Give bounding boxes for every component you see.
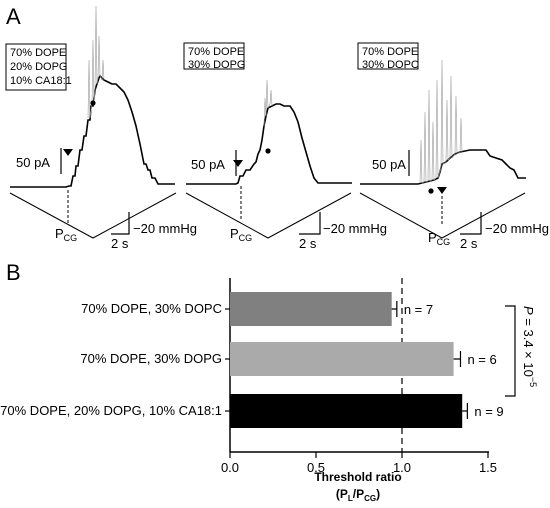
- significance-bracket: P = 3.4 × 10−5: [505, 305, 538, 397]
- n-label: n = 7: [404, 302, 433, 317]
- pressure-scale-label-2: −20 mmHg: [323, 221, 387, 236]
- bar: [230, 394, 463, 428]
- threshold-dot-2: [265, 148, 271, 154]
- current-scale-label-3: 50 pA: [372, 157, 406, 172]
- composition-label: 30% DOPC: [362, 59, 419, 71]
- pcg-label-2: PCG: [230, 226, 252, 243]
- bar: [230, 342, 454, 376]
- x-axis-title: Threshold ratio: [314, 470, 401, 484]
- pcg-label-1: PCG: [55, 226, 77, 243]
- current-trace-1: [10, 74, 175, 188]
- threshold-dot-1: [90, 100, 96, 106]
- panel-b-label: B: [6, 260, 21, 285]
- composition-label: 10% CA18:1: [10, 75, 72, 87]
- x-tick-label: 0.5: [307, 460, 325, 475]
- n-label: n = 6: [467, 352, 496, 367]
- error-bar: [391, 301, 398, 317]
- bar-chart: 70% DOPE, 30% DOPC n = 7 70% DOPE, 30% DOP…: [0, 278, 504, 475]
- scale-bars-2: [299, 212, 321, 235]
- current-spikes-2: [263, 79, 273, 127]
- trace-group-1: 70% DOPE 20% DOPG 10% CA18:1 50 pA PCG 2…: [5, 5, 197, 251]
- x-axis-subtitle: (PL/PCG): [336, 487, 380, 503]
- time-scale-label-2: 2 s: [299, 236, 317, 251]
- current-scale-label-2: 50 pA: [191, 157, 225, 172]
- current-trace-2: [186, 103, 352, 185]
- pcg-label-3: PCG: [428, 230, 450, 247]
- composition-label: 70% DOPE: [188, 46, 244, 58]
- threshold-arrowhead-2: [233, 160, 243, 167]
- error-bar: [462, 403, 468, 419]
- x-tick-label: 0.0: [221, 460, 239, 475]
- n-label: n = 9: [474, 404, 503, 419]
- trace-group-3: 70% DOPE 30% DOPC 50 pA PCG 2 s −20 mmHg: [357, 42, 549, 251]
- current-spikes-1: [87, 5, 105, 119]
- current-spikes-3: [419, 59, 463, 184]
- pressure-ramp-1: [9, 192, 177, 239]
- time-scale-label-1: 2 s: [111, 236, 129, 251]
- error-bar: [453, 351, 462, 367]
- time-scale-label-3: 2 s: [460, 236, 478, 251]
- panel-a-label: A: [6, 4, 21, 29]
- x-tick-label: 1.5: [479, 460, 497, 475]
- pressure-scale-label-1: −20 mmHg: [133, 221, 197, 236]
- composition-label: 30% DOPG: [188, 59, 245, 71]
- scale-bars-1: [111, 212, 130, 235]
- category-label: 70% DOPE, 30% DOPG: [80, 351, 222, 366]
- pressure-ramp-2: [185, 192, 352, 239]
- composition-box-3: [357, 42, 419, 70]
- category-label: 70% DOPE, 30% DOPC: [81, 301, 222, 316]
- category-label: 70% DOPE, 20% DOPG, 10% CA18:1: [0, 403, 222, 418]
- trace-group-2: 70% DOPE 30% DOPG 50 pA PCG 2 s −20 mmHg: [183, 42, 387, 251]
- pressure-ramp-3: [359, 192, 526, 239]
- threshold-dot-3: [428, 188, 434, 194]
- composition-label: 70% DOPE: [362, 46, 418, 58]
- composition-box-1: [5, 43, 67, 91]
- pressure-scale-label-3: −20 mmHg: [485, 221, 549, 236]
- threshold-arrowhead-1: [63, 149, 73, 156]
- bar: [230, 292, 392, 326]
- p-value-label: P = 3.4 × 10−5: [521, 306, 538, 387]
- x-tick-label: 1.0: [393, 460, 411, 475]
- current-scale-label-1: 50 pA: [16, 155, 50, 170]
- composition-box-2: [183, 42, 245, 70]
- composition-label: 70% DOPE: [10, 47, 66, 59]
- scale-bars-3: [460, 212, 482, 235]
- threshold-arrowhead-3: [437, 187, 447, 194]
- composition-label: 20% DOPG: [10, 61, 67, 73]
